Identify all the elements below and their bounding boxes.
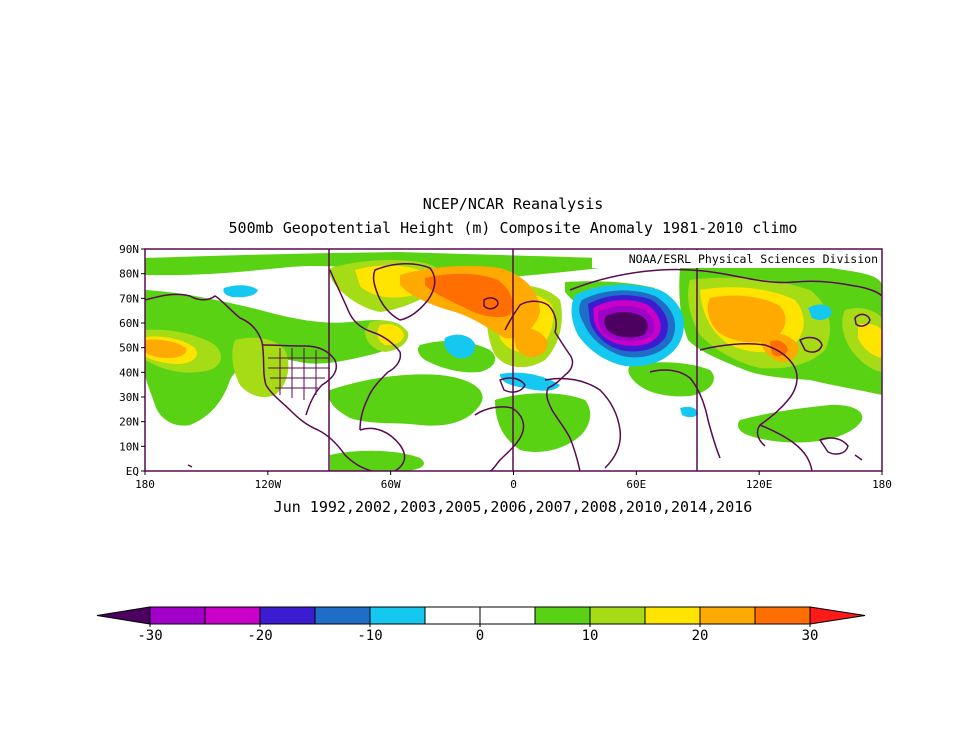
us-state-borders	[268, 348, 330, 400]
colorbar-swatch	[259, 606, 316, 625]
colorbar-swatch	[644, 606, 701, 625]
longitude-axis: 180 120W 60W 0 60E 120E 180	[135, 471, 892, 491]
title-line-1: NCEP/NCAR Reanalysis	[423, 195, 604, 213]
lon-tick-label: 60E	[626, 478, 646, 491]
lat-tick-label: 40N	[119, 366, 139, 379]
colorbar-label: -30	[137, 628, 162, 644]
composite-years-subtitle: Jun 1992,2002,2003,2005,2006,2007,2008,2…	[274, 498, 753, 516]
colorbar-label: 20	[692, 628, 709, 644]
colorbar-swatch	[369, 606, 426, 625]
colorbar-under-arrow	[96, 606, 151, 625]
colorbar: -30 -20 -10 0 10 20 30	[96, 606, 866, 644]
latitude-axis: 90N 80N 70N 60N 50N 40N 30N 20N 10N EQ	[119, 243, 145, 478]
title-line-2: 500mb Geopotential Height (m) Composite …	[229, 219, 798, 237]
anomaly-map: NOAA/ESRL Physical Sciences Division 90N…	[119, 243, 892, 491]
colorbar-swatch	[589, 606, 646, 625]
credit-text: NOAA/ESRL Physical Sciences Division	[629, 252, 878, 266]
colorbar-label: -10	[357, 628, 382, 644]
credit-box	[592, 250, 881, 268]
lon-tick-label: 60W	[381, 478, 401, 491]
meridian-lines	[328, 249, 698, 471]
lon-tick-label: 120W	[255, 478, 282, 491]
colorbar-swatch	[314, 606, 371, 625]
anomaly-band-core	[604, 311, 648, 338]
lat-tick-label: 90N	[119, 243, 139, 256]
colorbar-label: 0	[476, 628, 484, 644]
lat-tick-label: 70N	[119, 292, 139, 305]
lat-tick-label: 60N	[119, 317, 139, 330]
colorbar-label: -20	[247, 628, 272, 644]
lat-tick-label: 80N	[119, 268, 139, 281]
lon-tick-label: 0	[510, 478, 517, 491]
anomaly-fill-layers	[145, 252, 882, 471]
colorbar-label: 10	[582, 628, 599, 644]
lat-tick-label: 50N	[119, 342, 139, 355]
colorbar-swatch	[534, 606, 591, 625]
lon-tick-label: 180	[135, 478, 155, 491]
lon-tick-label: 120E	[746, 478, 773, 491]
colorbar-swatch	[754, 606, 811, 625]
colorbar-label: 30	[802, 628, 819, 644]
lat-tick-label: 20N	[119, 416, 139, 429]
lat-tick-label: 10N	[119, 440, 139, 453]
colorbar-over-arrow	[809, 606, 866, 625]
lat-tick-label: EQ	[126, 465, 139, 478]
colorbar-swatch	[149, 606, 206, 625]
colorbar-swatch	[699, 606, 756, 625]
colorbar-swatch	[479, 606, 536, 625]
anomaly-band-dark-orange	[425, 273, 788, 357]
lon-tick-label: 180	[872, 478, 892, 491]
colorbar-swatch	[424, 606, 481, 625]
lat-tick-label: 30N	[119, 391, 139, 404]
colorbar-swatch	[204, 606, 261, 625]
